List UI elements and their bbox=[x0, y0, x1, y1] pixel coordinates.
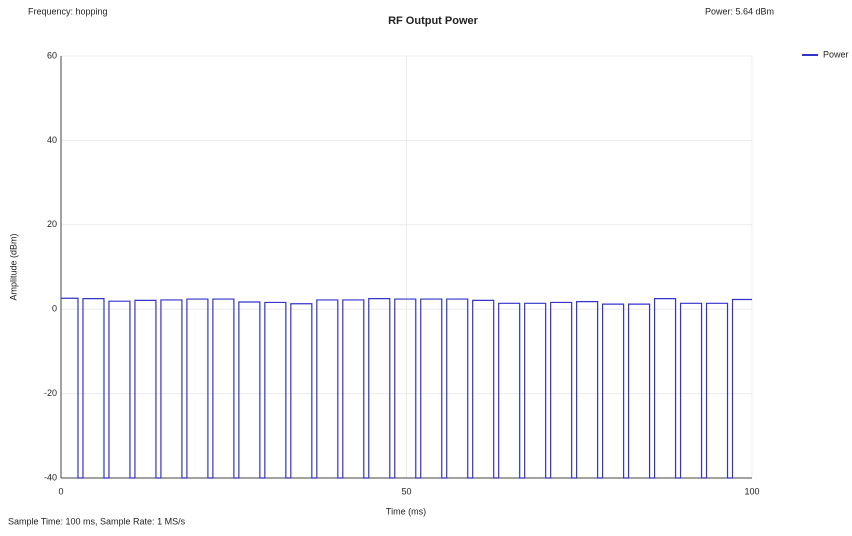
x-tick-label: 50 bbox=[401, 486, 411, 496]
power-readout: Power: 5.64 dBm bbox=[705, 6, 774, 16]
x-axis-label: Time (ms) bbox=[386, 506, 426, 516]
legend-label: Power bbox=[823, 49, 849, 59]
x-tick-label: 0 bbox=[58, 486, 63, 496]
y-tick-label: 0 bbox=[52, 304, 57, 314]
y-tick-label: -20 bbox=[44, 388, 57, 398]
y-tick-label: 60 bbox=[47, 50, 57, 60]
y-tick-label: 40 bbox=[47, 135, 57, 145]
y-tick-label: 20 bbox=[47, 219, 57, 229]
chart-title: RF Output Power bbox=[388, 15, 479, 27]
y-tick-label: -40 bbox=[44, 472, 57, 482]
sample-info: Sample Time: 100 ms, Sample Rate: 1 MS/s bbox=[8, 516, 186, 526]
frequency-label: Frequency: hopping bbox=[28, 6, 108, 16]
x-tick-label: 100 bbox=[744, 486, 759, 496]
y-axis-label: Amplitude (dBm) bbox=[8, 233, 18, 300]
power-line bbox=[61, 297, 752, 479]
